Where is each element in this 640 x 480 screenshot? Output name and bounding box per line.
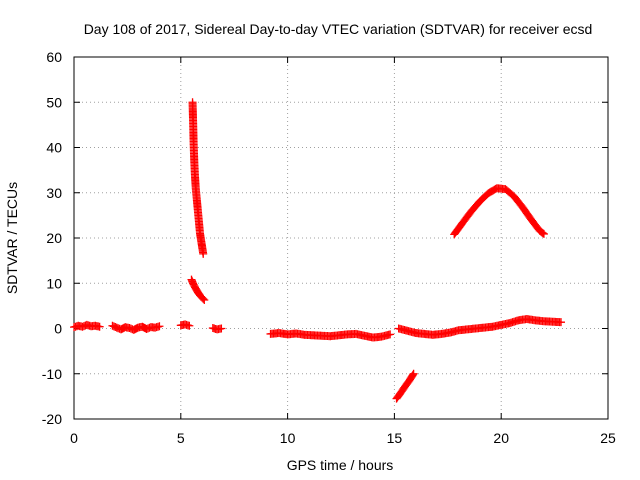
x-tick-label: 10: [280, 430, 296, 446]
data-point: [199, 294, 208, 303]
data-point: [408, 370, 417, 379]
x-axis-ticks: 0 5 10 15 20 25: [70, 57, 616, 446]
y-tick-label: -10: [42, 366, 62, 382]
chart-title: Day 108 of 2017, Sidereal Day-to-day VTE…: [84, 21, 593, 37]
y-tick-label: 0: [54, 321, 62, 337]
y-axis-ticks: -20 -10 0 10 20 30 40 50 60: [42, 49, 608, 427]
data-point: [155, 322, 164, 331]
x-tick-label: 20: [493, 430, 509, 446]
x-axis-label: GPS time / hours: [287, 457, 394, 473]
data-point: [538, 229, 547, 238]
y-tick-label: 40: [46, 140, 62, 156]
data-point: [185, 321, 194, 330]
y-tick-label: 50: [46, 94, 62, 110]
data-point: [200, 295, 209, 304]
data-point: [386, 330, 395, 339]
x-tick-label: 0: [70, 430, 78, 446]
y-axis-label: SDTVAR / TECUs: [4, 182, 20, 294]
grid-lines: [74, 57, 608, 419]
y-tick-label: 10: [46, 275, 62, 291]
y-tick-label: 60: [46, 49, 62, 65]
data-point: [557, 318, 566, 327]
data-point: [199, 249, 208, 258]
data-point: [539, 229, 548, 238]
x-tick-label: 15: [387, 430, 403, 446]
y-tick-label: 20: [46, 230, 62, 246]
y-tick-label: 30: [46, 185, 62, 201]
x-tick-label: 25: [600, 430, 616, 446]
data-point: [95, 322, 104, 331]
data-point: [217, 324, 226, 333]
data-point: [409, 369, 418, 378]
sdtvar-series: [70, 98, 566, 403]
y-tick-label: -20: [42, 411, 62, 427]
x-tick-label: 5: [177, 430, 185, 446]
